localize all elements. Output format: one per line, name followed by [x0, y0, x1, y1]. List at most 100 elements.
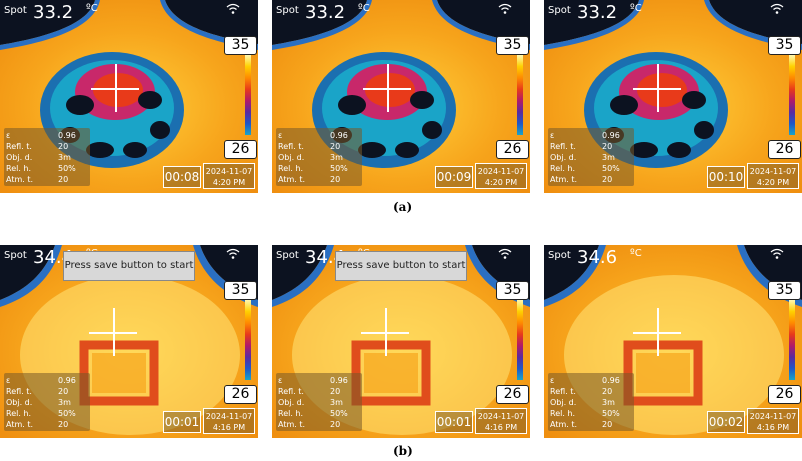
param-label: Obj. d.: [550, 398, 577, 407]
param-value: 20: [58, 175, 69, 184]
param-label: Rel. h.: [278, 409, 304, 418]
param-value: 20: [602, 175, 613, 184]
param-value: 0.96: [330, 131, 348, 140]
param-label: Atm. t.: [6, 175, 34, 184]
color-scale-bar: [245, 55, 251, 135]
param-label: Rel. h.: [6, 164, 32, 173]
param-label: Refl. t.: [550, 387, 576, 396]
spot-label: Spot: [548, 250, 571, 261]
spot-label: Spot: [548, 5, 571, 16]
unit-label: ºC: [358, 3, 370, 14]
unit-label: ºC: [630, 248, 642, 259]
thermal-panel-a-3: Spot 33.2 ºC 35 26 ε 0.96 Refl. t. 20 Obj. d. 3m Re…: [544, 0, 802, 193]
date-time: 2024-11-07 4:16 PM: [747, 408, 799, 434]
param-value: 20: [58, 142, 69, 151]
param-label: Atm. t.: [550, 420, 578, 429]
spot-temperature: 33.2: [33, 2, 74, 23]
param-label: ε: [6, 131, 11, 140]
scale-max: 35: [224, 36, 257, 55]
param-value: 50%: [58, 409, 76, 418]
date-time: 2024-11-07 4:16 PM: [475, 408, 527, 434]
wifi-icon: [498, 248, 512, 259]
param-value: 0.96: [330, 376, 348, 385]
param-value: 20: [330, 387, 341, 396]
param-value: 20: [58, 420, 69, 429]
crosshair-vertical: [387, 64, 389, 112]
recording-timer: 00:01: [435, 411, 473, 433]
scale-max: 35: [768, 36, 801, 55]
scale-min: 26: [496, 140, 529, 159]
date-time: 2024-11-07 4:20 PM: [475, 163, 527, 189]
wifi-icon: [226, 3, 240, 14]
param-label: ε: [278, 376, 283, 385]
param-value: 20: [330, 142, 341, 151]
param-label: Atm. t.: [550, 175, 578, 184]
scale-max: 35: [496, 281, 529, 300]
recording-timer: 00:10: [707, 166, 745, 188]
wifi-icon: [226, 248, 240, 259]
parameter-panel: ε 0.96 Refl. t. 20 Obj. d. 3m Rel. h. 50% Atm. t…: [276, 128, 362, 186]
param-label: ε: [278, 131, 283, 140]
scale-min: 26: [224, 385, 257, 404]
param-value: 20: [58, 387, 69, 396]
scale-max: 35: [496, 36, 529, 55]
param-value: 3m: [330, 398, 343, 407]
spot-temperature: 33.2: [305, 2, 346, 23]
param-label: Obj. d.: [550, 153, 577, 162]
param-value: 3m: [58, 398, 71, 407]
param-label: Obj. d.: [278, 398, 305, 407]
spot-label: Spot: [276, 250, 299, 261]
crosshair-vertical: [385, 308, 387, 356]
param-value: 0.96: [602, 131, 620, 140]
recording-timer: 00:08: [163, 166, 201, 188]
param-value: 0.96: [602, 376, 620, 385]
thermal-panel-a-2: Spot 33.2 ºC 35 26 ε 0.96 Refl. t. 20 Obj. d. 3m Re…: [272, 0, 530, 193]
crosshair-vertical: [113, 308, 115, 356]
spot-temperature: 33.2: [577, 2, 618, 23]
wifi-icon: [770, 248, 784, 259]
param-label: Atm. t.: [278, 175, 306, 184]
spot-label: Spot: [276, 5, 299, 16]
save-prompt-toast: Press save button to start: [63, 251, 195, 281]
param-value: 20: [602, 387, 613, 396]
param-label: Refl. t.: [278, 142, 304, 151]
param-label: Refl. t.: [550, 142, 576, 151]
parameter-panel: ε 0.96 Refl. t. 20 Obj. d. 3m Rel. h. 50% Atm. t…: [548, 373, 634, 431]
date-time: 2024-11-07 4:16 PM: [203, 408, 255, 434]
param-label: Obj. d.: [278, 153, 305, 162]
param-value: 3m: [330, 153, 343, 162]
caption-b: (b): [393, 444, 413, 458]
param-label: Atm. t.: [278, 420, 306, 429]
scale-min: 26: [224, 140, 257, 159]
thermal-panel-a-1: Spot 33.2 ºC 35 26 ε 0.96 Refl. t. 20 Obj. d. 3m Re…: [0, 0, 258, 193]
param-value: 50%: [58, 164, 76, 173]
parameter-panel: ε 0.96 Refl. t. 20 Obj. d. 3m Rel. h. 50% Atm. t…: [4, 373, 90, 431]
param-value: 20: [330, 420, 341, 429]
color-scale-bar: [245, 300, 251, 380]
parameter-panel: ε 0.96 Refl. t. 20 Obj. d. 3m Rel. h. 50% Atm. t…: [548, 128, 634, 186]
scale-min: 26: [496, 385, 529, 404]
color-scale-bar: [789, 55, 795, 135]
spot-temperature: 34.6: [577, 247, 618, 268]
scale-min: 26: [768, 385, 801, 404]
color-scale-bar: [789, 300, 795, 380]
param-label: Refl. t.: [6, 142, 32, 151]
param-value: 3m: [602, 398, 615, 407]
param-value: 20: [602, 420, 613, 429]
param-value: 20: [602, 142, 613, 151]
param-value: 50%: [602, 164, 620, 173]
scale-min: 26: [768, 140, 801, 159]
unit-label: ºC: [630, 3, 642, 14]
param-value: 0.96: [58, 376, 76, 385]
spot-label: Spot: [4, 5, 27, 16]
caption-a: (a): [393, 200, 413, 214]
wifi-icon: [770, 3, 784, 14]
color-scale-bar: [517, 300, 523, 380]
param-label: ε: [550, 376, 555, 385]
unit-label: ºC: [86, 3, 98, 14]
scale-max: 35: [224, 281, 257, 300]
recording-timer: 00:01: [163, 411, 201, 433]
param-value: 0.96: [58, 131, 76, 140]
